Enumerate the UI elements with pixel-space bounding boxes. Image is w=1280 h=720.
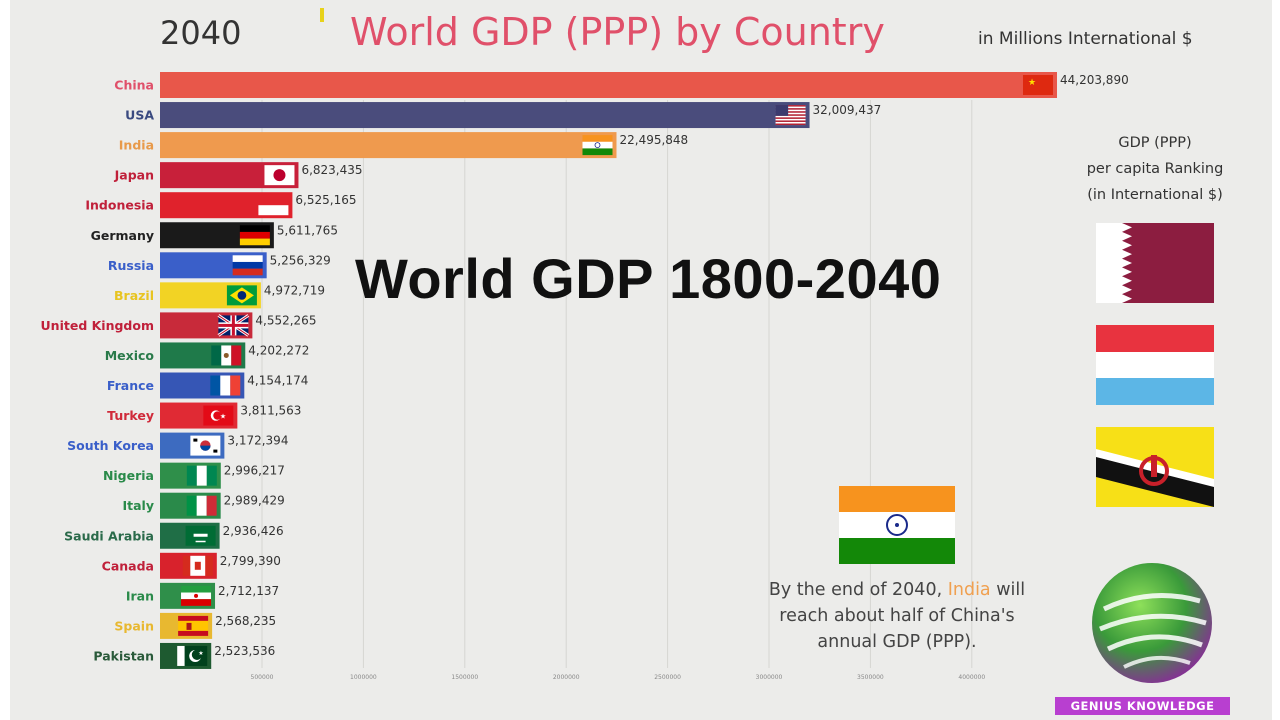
units-label: in Millions International $ [978,29,1193,49]
category-label: Iran [126,588,154,603]
note-highlight: India [947,580,991,600]
china-flag: ★ [1023,75,1053,95]
value-label: 2,996,217 [224,464,285,478]
note-text: By the end of 2040, [768,580,948,600]
turkey-flag: ★ [203,405,234,426]
category-label: Japan [114,168,154,183]
yellow-marker [320,8,324,22]
x-tick-label: 4000000 [958,674,985,681]
x-tick-label: 2000000 [553,674,580,681]
indonesia-flag [258,195,289,216]
per-capita-title: GDP (PPP) per capita Ranking (in Interna… [1080,130,1230,208]
brazil-flag [226,285,257,306]
genius-knowledge-logo [1092,563,1212,683]
value-label: 3,811,563 [240,404,301,418]
value-label: 2,523,536 [214,644,275,658]
note-text: will reach about half of China's annual … [779,580,1026,652]
value-label: 2,799,390 [220,554,281,568]
value-label: 3,172,394 [227,434,288,448]
mexico-flag [211,345,242,366]
svg-text:★: ★ [198,650,203,657]
category-label: Italy [123,498,155,513]
germany-flag [239,225,270,246]
iran-flag [181,585,212,606]
annotation-note: By the end of 2040, India will reach abo… [752,577,1042,655]
saudi-arabia-flag [185,525,216,546]
value-label: 2,568,235 [215,614,276,628]
category-label: Nigeria [103,468,154,483]
value-label: 4,154,174 [247,374,308,388]
value-label: 4,552,265 [255,313,316,327]
logo-text: GENIUS KNOWLEDGE [1055,697,1230,715]
russia-flag [232,255,263,276]
category-label: Pakistan [93,648,154,663]
value-label: 32,009,437 [813,103,882,117]
x-tick-label: 3000000 [756,674,783,681]
x-tick-label: 500000 [251,674,274,681]
category-label: Mexico [105,348,155,363]
category-label: Canada [102,558,154,573]
india-flag [582,135,613,156]
category-label: United Kingdom [41,318,154,333]
canada-flag [182,555,213,576]
chart-title: World GDP (PPP) by Country [350,10,885,54]
svg-text:★: ★ [1028,78,1036,88]
category-label: South Korea [67,438,154,453]
bar [160,102,810,129]
value-label: 6,525,165 [295,193,356,207]
category-label: Brazil [114,288,154,303]
year-label: 2040 [160,14,242,52]
bar [160,72,1057,98]
per-capita-line: GDP (PPP) [1118,135,1192,151]
value-label: 2,989,429 [224,494,285,508]
category-label: Saudi Arabia [64,528,154,543]
category-label: Spain [114,618,154,633]
value-label: 22,495,848 [619,133,688,147]
overlay-title: World GDP 1800-2040 [355,247,942,310]
category-label: Germany [91,228,154,243]
x-tick-label: 1500000 [451,674,478,681]
x-tick-label: 2500000 [654,674,681,681]
usa-flag [775,105,806,126]
value-label: 5,256,329 [270,253,331,267]
south-korea-flag [190,435,221,456]
value-label: 5,611,765 [277,223,338,237]
per-capita-line: per capita Ranking [1086,161,1224,177]
svg-text:★: ★ [220,413,226,421]
category-label: USA [125,108,154,123]
value-label: 2,712,137 [218,584,279,598]
category-label: Indonesia [85,198,154,213]
category-label: India [119,138,154,153]
bar [160,132,617,159]
value-label: 6,823,435 [301,163,362,177]
spain-flag [178,615,209,636]
category-label: Turkey [107,408,154,423]
pakistan-flag: ★ [177,645,208,666]
value-label: 44,203,890 [1060,73,1129,87]
india-flag [839,486,955,564]
japan-flag [264,165,295,186]
luxembourg-flag [1096,325,1214,405]
uk-flag [217,314,250,337]
value-label: 4,972,719 [264,283,325,297]
italy-flag [186,495,217,516]
x-tick-label: 3500000 [857,674,884,681]
per-capita-line: (in International $) [1087,187,1223,203]
france-flag [210,375,241,396]
category-label: China [114,78,154,93]
category-label: France [107,378,154,393]
qatar-flag [1096,223,1214,303]
category-label: Russia [108,258,154,273]
value-label: 2,936,426 [223,524,284,538]
x-tick-label: 1000000 [350,674,377,681]
brunei-flag [1096,427,1214,507]
nigeria-flag [186,465,217,486]
value-label: 4,202,272 [248,343,309,357]
